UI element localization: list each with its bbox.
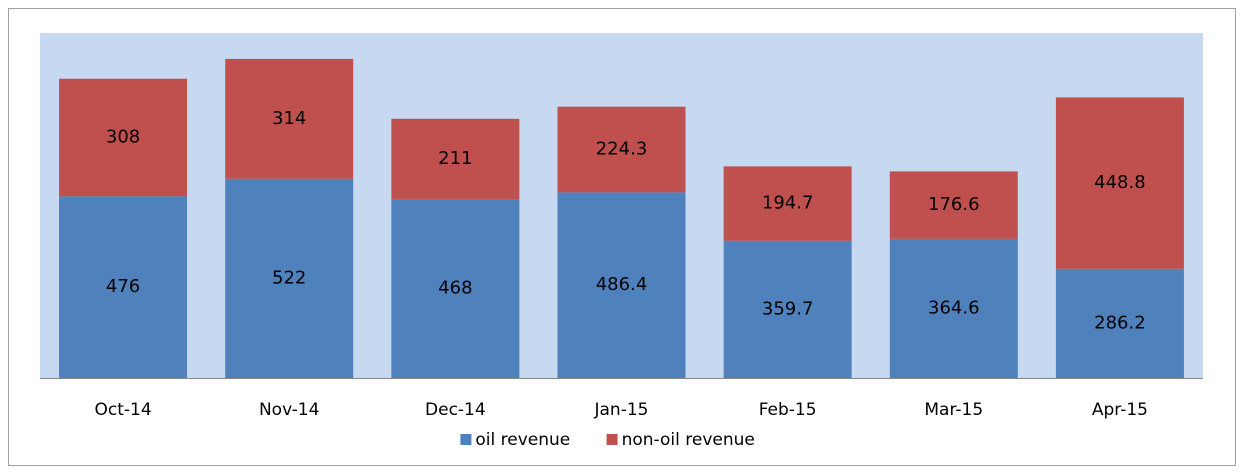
- bar-segment: [225, 178, 354, 378]
- bar-segment: [391, 199, 520, 378]
- bar-segment: [225, 58, 354, 179]
- x-tick-label: Jan-15: [594, 400, 649, 420]
- data-label: 448.8: [1094, 172, 1146, 193]
- data-label: 176.6: [928, 194, 980, 215]
- bar-segment: [1055, 97, 1184, 269]
- legend-label: oil revenue: [475, 430, 570, 450]
- data-label: 522: [272, 267, 306, 288]
- data-label: 314: [272, 108, 306, 129]
- x-tick-label: Dec-14: [425, 400, 486, 420]
- bar-segment: [557, 192, 686, 378]
- x-tick-label: Nov-14: [259, 400, 320, 420]
- data-label: 468: [438, 278, 472, 299]
- bar-segment: [391, 118, 520, 200]
- data-label: 364.6: [928, 297, 980, 318]
- data-label: 211: [438, 148, 472, 169]
- data-label: 194.7: [762, 193, 814, 214]
- data-label: 224.3: [596, 139, 648, 160]
- bar-segment: [59, 196, 188, 378]
- data-label: 286.2: [1094, 312, 1146, 333]
- data-label: 359.7: [762, 298, 814, 319]
- data-label: 308: [106, 127, 140, 148]
- bar-segment: [889, 238, 1018, 378]
- bar-segment: [723, 166, 852, 241]
- legend-label: non-oil revenue: [622, 430, 755, 450]
- legend-swatch: [606, 434, 618, 445]
- bar-segment: [59, 78, 188, 197]
- data-label: 476: [106, 276, 140, 297]
- bar-segment: [557, 106, 686, 193]
- x-tick-label: Apr-15: [1092, 400, 1148, 420]
- x-tick-label: Mar-15: [924, 400, 983, 420]
- legend-swatch: [460, 434, 472, 445]
- bar-segment: [1055, 268, 1184, 378]
- data-label: 486.4: [596, 274, 648, 295]
- bar-segment: [723, 240, 852, 378]
- x-tick-label: Feb-15: [759, 400, 817, 420]
- bar-segment: [889, 171, 1018, 239]
- x-tick-label: Oct-14: [94, 400, 151, 420]
